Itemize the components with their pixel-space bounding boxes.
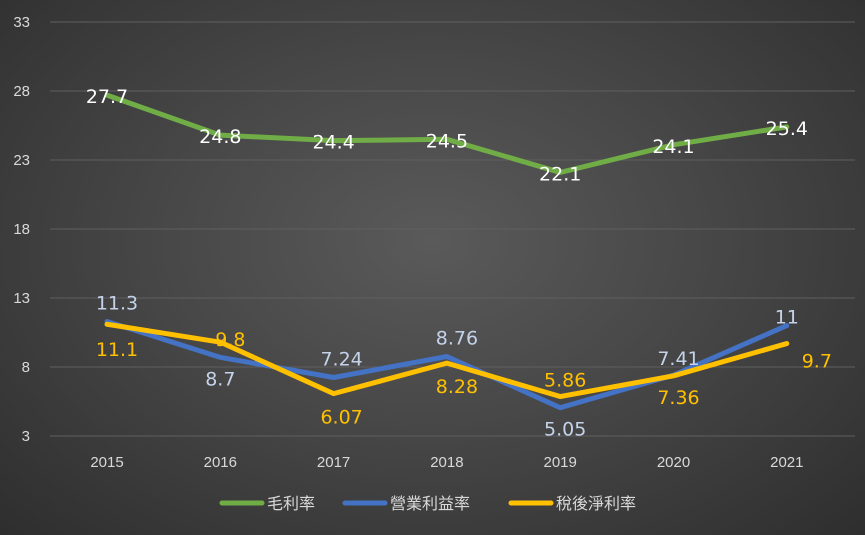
data-label: 7.41 [657, 348, 699, 370]
x-tick-label: 2021 [770, 454, 803, 471]
x-axis: 2015 2016 2017 2018 2019 2020 2021 [90, 454, 803, 471]
data-label: 5.86 [544, 370, 586, 392]
data-label: 22.1 [539, 163, 581, 185]
y-tick-label: 28 [13, 83, 30, 100]
data-label: 7.36 [657, 387, 699, 409]
x-tick-label: 2017 [317, 454, 350, 471]
series-lines [104, 92, 790, 411]
data-label: 24.5 [426, 130, 468, 152]
data-label: 25.4 [766, 118, 808, 140]
x-tick-label: 2019 [544, 454, 577, 471]
data-label: 8.76 [436, 328, 478, 350]
data-label: 24.8 [199, 126, 241, 148]
legend-label: 毛利率 [267, 494, 315, 513]
x-tick-label: 2018 [430, 454, 463, 471]
data-label: 5.05 [544, 419, 586, 441]
data-label: 8.28 [436, 376, 478, 398]
gridlines [50, 21, 855, 437]
legend-label: 稅後淨利率 [556, 494, 636, 513]
y-tick-label: 23 [13, 152, 30, 169]
data-label: 11.1 [96, 339, 138, 361]
series-line-2 [104, 321, 790, 400]
y-tick-label: 8 [22, 359, 30, 376]
data-labels: 27.7 24.8 24.4 24.5 22.1 24.1 25.4 11.3 8.7 7.24 8… [86, 86, 832, 441]
x-tick-label: 2016 [204, 454, 237, 471]
data-label: 27.7 [86, 86, 128, 108]
data-label: 11 [775, 307, 799, 329]
x-tick-label: 2020 [657, 454, 690, 471]
data-label: 8.7 [205, 368, 235, 390]
data-label: 9.7 [802, 351, 832, 373]
y-axis: 3 8 13 18 23 28 33 [13, 14, 30, 445]
data-label: 24.1 [652, 136, 694, 158]
series-line-0 [104, 92, 790, 175]
y-tick-label: 18 [13, 221, 30, 238]
y-tick-label: 33 [13, 14, 30, 31]
legend-label: 營業利益率 [390, 494, 470, 513]
x-tick-label: 2015 [90, 454, 123, 471]
data-label: 9.8 [215, 329, 245, 351]
y-tick-label: 13 [13, 290, 30, 307]
data-label: 6.07 [320, 407, 362, 429]
data-label: 11.3 [96, 292, 138, 314]
legend: 毛利率 營業利益率 稅後淨利率 [219, 494, 636, 513]
data-label: 7.24 [320, 348, 362, 370]
y-tick-label: 3 [22, 428, 30, 445]
data-label: 24.4 [312, 132, 354, 154]
